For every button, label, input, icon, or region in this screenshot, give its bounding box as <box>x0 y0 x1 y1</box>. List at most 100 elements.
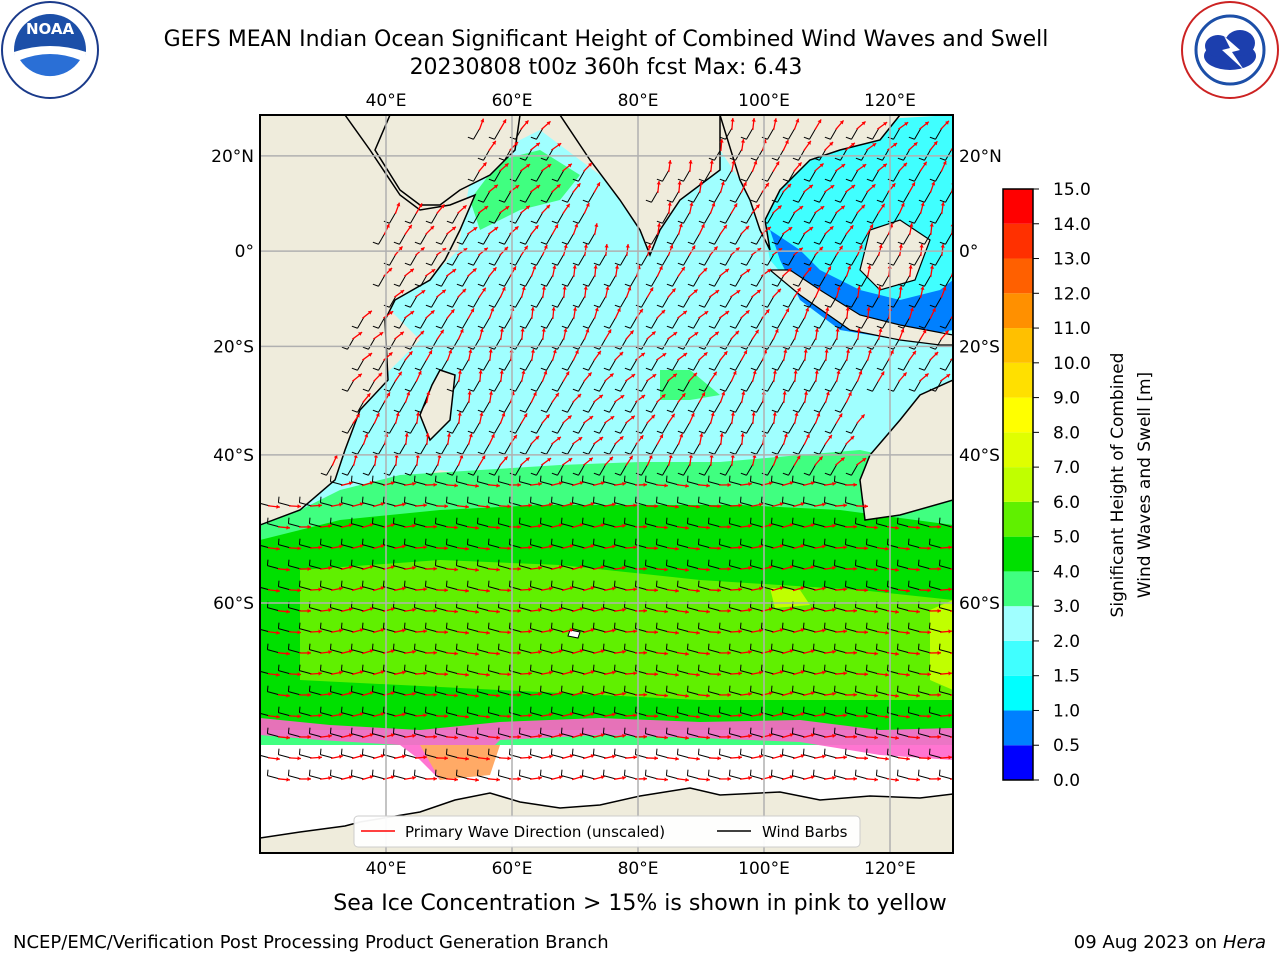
wind-barb <box>929 544 943 549</box>
wind-barb-flag <box>813 325 820 329</box>
wave-arrow-head <box>816 286 821 291</box>
wave-arrow-head <box>307 650 311 656</box>
wind-barb <box>551 586 565 591</box>
wave-arrow-head <box>517 524 521 529</box>
wave-arrow-head <box>367 310 372 315</box>
wind-barb-flag <box>266 559 269 566</box>
wave-arrow-head <box>783 349 788 353</box>
wind-barb <box>876 775 890 780</box>
wave-arrow-head <box>514 226 519 231</box>
wave-arrow-head <box>691 245 696 250</box>
wind-barb <box>372 481 386 486</box>
wave-arrow-head <box>486 504 490 509</box>
wind-barb-flag <box>928 748 931 755</box>
wave-arrow-head <box>415 454 420 458</box>
wind-barb-flag <box>602 643 605 650</box>
wave-arrow-head <box>328 524 332 529</box>
wind-barb <box>456 565 470 570</box>
wave-arrow-head <box>622 775 626 780</box>
wave-arrow-head <box>685 609 689 614</box>
wind-barb-flag <box>308 517 311 524</box>
wind-barb-flag <box>908 304 915 308</box>
wind-barb-flag <box>676 706 679 713</box>
wind-barb <box>425 712 439 717</box>
wind-barb <box>929 754 943 759</box>
wind-barb-flag <box>424 748 427 755</box>
wind-barb-flag <box>455 517 458 524</box>
wind-barb <box>368 463 376 476</box>
wind-barb-flag <box>257 707 258 713</box>
wave-arrow-head <box>572 307 578 311</box>
wave-arrow-head <box>853 734 857 739</box>
wind-barb-flag <box>350 475 353 482</box>
wind-barb <box>803 586 817 591</box>
wind-barb-flag <box>572 388 579 392</box>
wind-barb-flag <box>497 517 500 524</box>
wave-arrow-head <box>333 454 338 459</box>
wave-arrow-head <box>588 457 593 462</box>
wind-barb <box>882 148 890 161</box>
wind-barb <box>498 649 512 654</box>
wind-barb <box>567 358 575 371</box>
wave-arrow-head <box>898 286 903 290</box>
wave-arrow-head <box>503 456 508 461</box>
colorbar-tick-label: 15.0 <box>1053 180 1091 200</box>
wind-barb <box>588 190 596 203</box>
wave-arrow-head <box>727 692 731 697</box>
wind-barb <box>708 523 722 528</box>
wind-barb <box>462 358 470 371</box>
wind-barb-flag <box>581 685 584 692</box>
wind-barb-flag <box>697 664 700 671</box>
wave-arrow-head <box>757 248 762 252</box>
wave-arrow-head <box>948 587 952 592</box>
wind-barb-flag <box>782 262 789 266</box>
wind-barb-flag <box>771 409 778 413</box>
wind-barb-flag <box>770 475 773 482</box>
wind-barb <box>651 232 659 245</box>
wind-barb <box>735 148 743 161</box>
wind-barb <box>425 544 439 549</box>
wave-arrow-head <box>872 143 877 147</box>
wind-barb <box>866 712 880 717</box>
wave-arrow-head <box>549 502 553 507</box>
colorbar-tick-label: 7.0 <box>1053 458 1080 478</box>
wind-barb <box>824 502 838 507</box>
wind-barb <box>341 712 355 717</box>
wind-barb-flag <box>561 409 568 413</box>
wave-arrow-head <box>864 588 868 593</box>
wind-barb <box>351 607 365 612</box>
wave-arrow-head <box>706 777 710 782</box>
wind-barb-flag <box>855 199 862 203</box>
wind-barb-flag <box>718 538 721 545</box>
wind-barb-flag <box>435 451 442 455</box>
wind-barb <box>645 691 659 696</box>
wave-arrow-head <box>585 202 590 207</box>
wind-barb-flag <box>519 157 526 161</box>
wave-arrow-head <box>475 777 479 782</box>
wave-arrow-head <box>386 392 391 397</box>
wind-barb <box>393 775 407 780</box>
wind-barb <box>420 442 428 455</box>
colorbar-tick-label: 11.0 <box>1053 319 1091 339</box>
wind-barb-flag <box>770 727 773 734</box>
wind-barb <box>750 733 764 738</box>
wave-arrow-head <box>390 775 395 780</box>
wind-barb-flag <box>498 409 505 413</box>
wave-arrow-head <box>593 265 598 269</box>
wind-barb <box>614 544 628 549</box>
wind-barb <box>914 379 922 392</box>
wind-barb-flag <box>540 199 547 203</box>
indonesia-coast <box>768 269 953 346</box>
wind-barb <box>893 127 901 140</box>
wind-barb <box>614 586 628 591</box>
wind-barb <box>540 775 554 780</box>
wind-barb-flag <box>477 283 484 287</box>
wind-barb <box>410 379 418 392</box>
wind-barb-flag <box>876 325 883 329</box>
wave-arrow-head <box>408 351 413 356</box>
wind-barb-flag <box>770 517 773 524</box>
wind-barb <box>809 127 817 140</box>
wind-barb-flag <box>719 136 726 140</box>
wind-barb <box>819 442 827 455</box>
wind-barb <box>456 523 470 528</box>
